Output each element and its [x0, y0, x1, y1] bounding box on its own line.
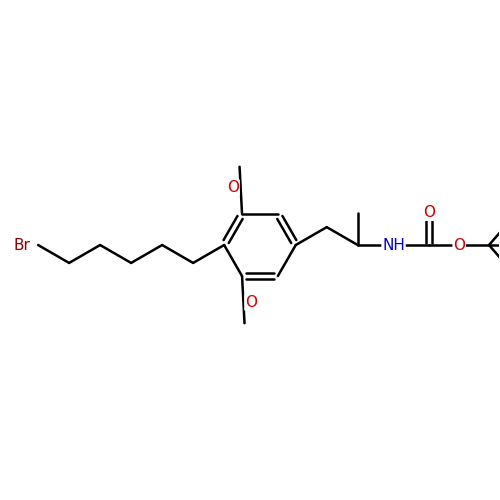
Text: O: O	[453, 238, 465, 252]
Text: O: O	[245, 295, 257, 310]
Text: Br: Br	[14, 238, 30, 252]
Text: O: O	[227, 180, 239, 195]
Text: O: O	[424, 205, 436, 220]
Text: NH: NH	[382, 238, 405, 252]
